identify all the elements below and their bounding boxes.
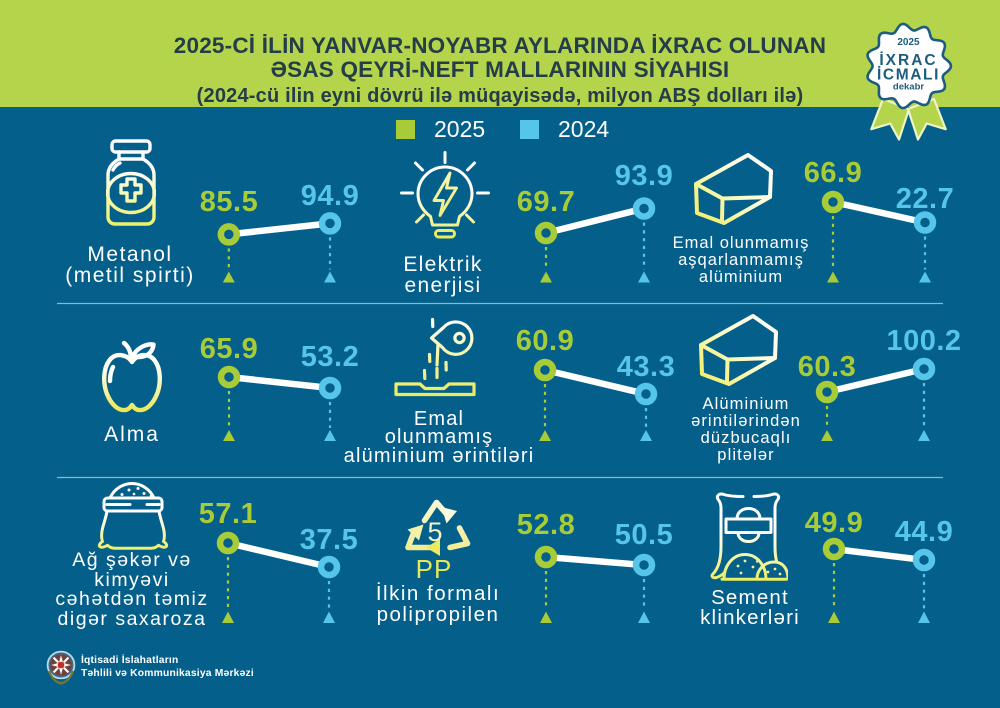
- svg-text:5: 5: [427, 517, 442, 547]
- svg-text:2025: 2025: [897, 37, 920, 48]
- svg-text:PP: PP: [416, 554, 453, 582]
- svg-text:İXRAC: İXRAC: [879, 52, 937, 69]
- svg-text:dekabr: dekabr: [893, 81, 924, 92]
- svg-text:İCMALI: İCMALI: [877, 66, 940, 83]
